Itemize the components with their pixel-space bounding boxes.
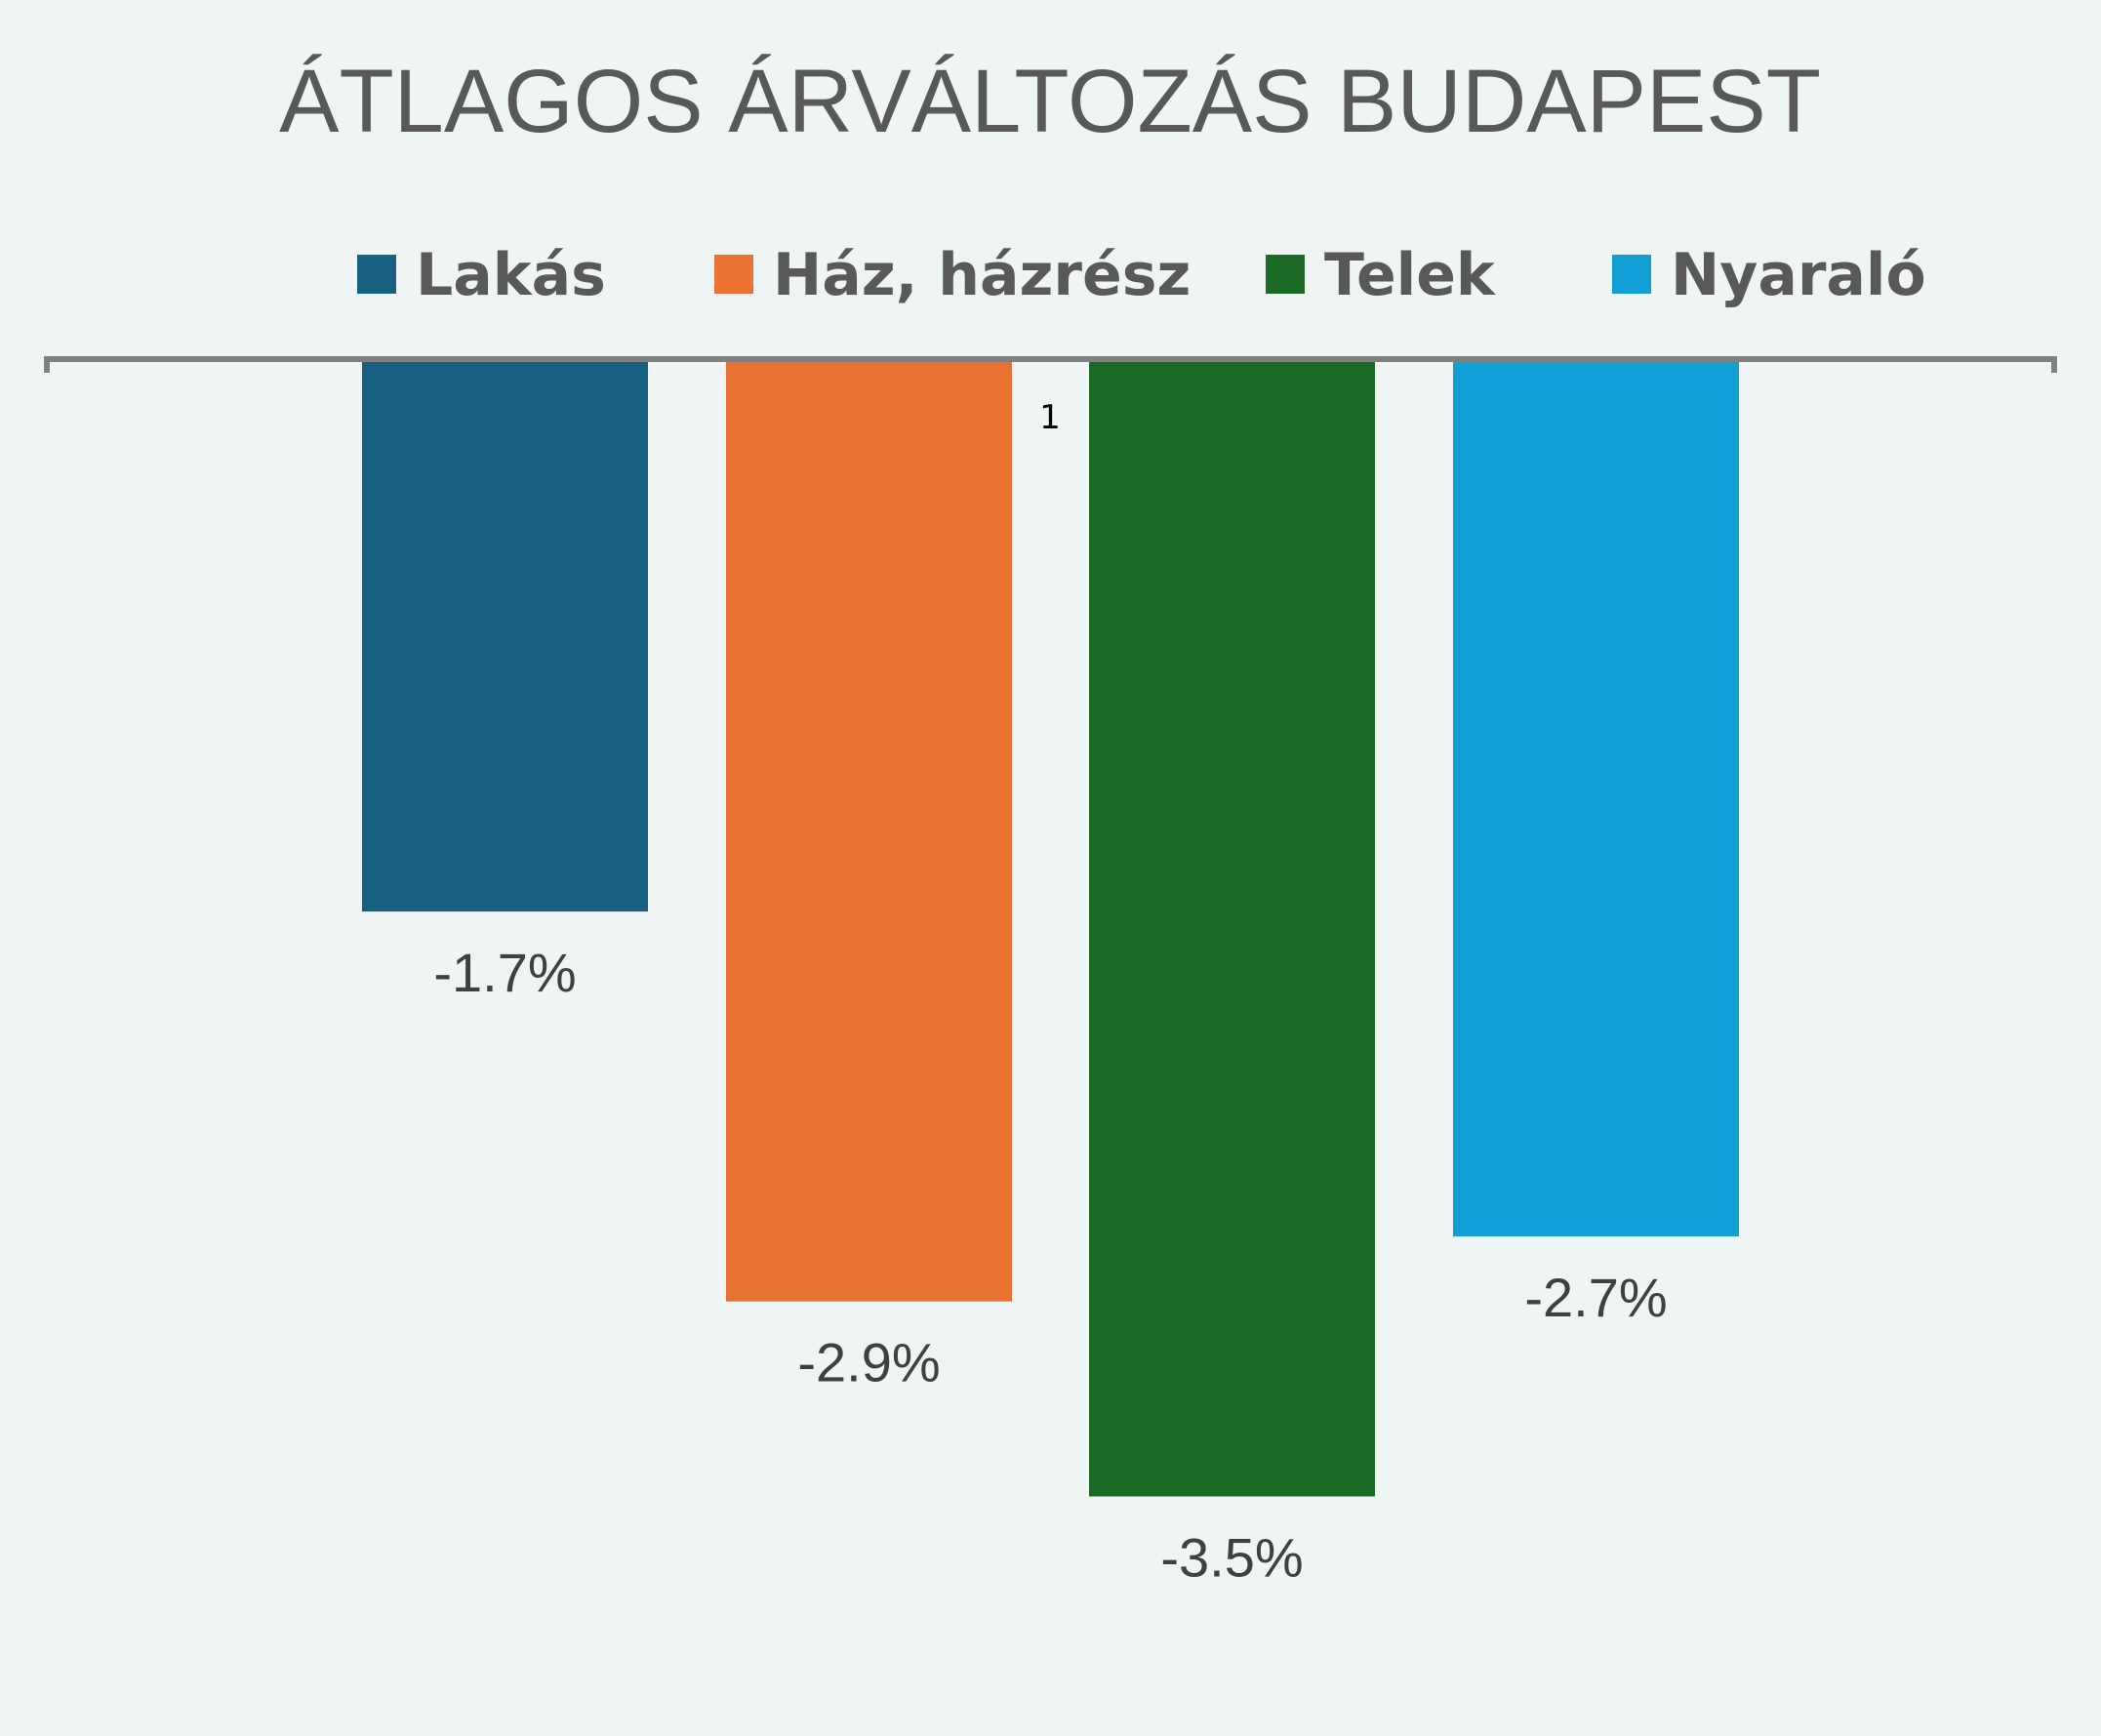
x-tick-label: 1 — [1039, 398, 1061, 437]
data-label-2: -2.9% — [797, 1332, 940, 1393]
legend-label-2: Ház, házrész — [773, 241, 1191, 309]
legend-swatch-3 — [1266, 255, 1305, 294]
bar-1 — [362, 359, 648, 912]
bar-2 — [726, 359, 1012, 1302]
bar-3 — [1089, 359, 1375, 1497]
data-label-4: -2.7% — [1524, 1267, 1667, 1328]
value-labels-group: -1.7% -2.9% -3.5% -2.7% — [433, 942, 1667, 1588]
legend: Lakás Ház, házrész Telek Nyaraló — [357, 241, 1926, 309]
legend-label-3: Telek — [1324, 241, 1497, 309]
chart-title: ÁTLAGOS ÁRVÁLTOZÁS BUDAPEST — [279, 52, 1821, 151]
legend-swatch-1 — [357, 255, 396, 294]
data-label-1: -1.7% — [433, 942, 576, 1003]
data-label-3: -3.5% — [1160, 1527, 1303, 1589]
legend-swatch-4 — [1612, 255, 1651, 294]
bars-group — [362, 359, 1739, 1497]
legend-swatch-2 — [714, 255, 753, 294]
x-axis: 1 — [44, 356, 2057, 437]
bar-4 — [1453, 359, 1739, 1237]
legend-label-1: Lakás — [416, 241, 606, 309]
legend-label-4: Nyaraló — [1671, 241, 1926, 309]
